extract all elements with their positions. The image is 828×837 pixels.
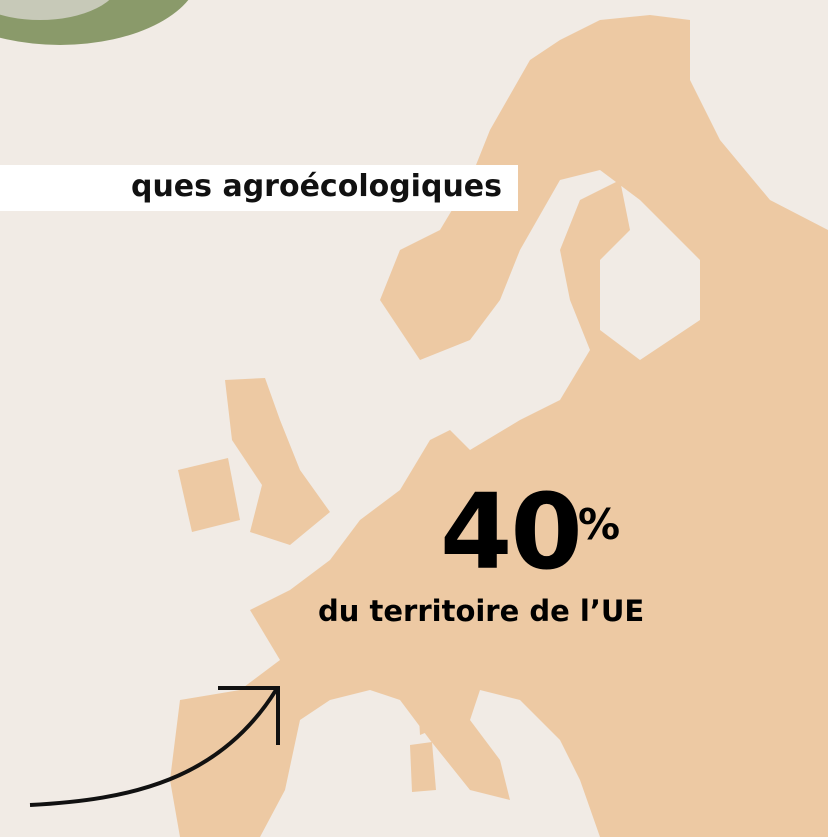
stat-caption: du territoire de l’UE xyxy=(318,594,644,628)
great-britain xyxy=(225,378,330,545)
ireland xyxy=(178,458,240,532)
banner-text: ques agroécologiques xyxy=(131,169,502,204)
body: ques agroécologiques 40 % du territoire … xyxy=(0,0,828,837)
europe-map xyxy=(170,15,828,837)
stat-unit: % xyxy=(578,504,620,546)
page: Infographie {"banner": {"text": "ques ag… xyxy=(0,0,828,837)
sardinia xyxy=(410,742,436,792)
stat-number: 40 xyxy=(440,480,581,584)
banner: ques agroécologiques xyxy=(0,165,518,211)
illustration xyxy=(0,0,828,837)
corsica xyxy=(418,700,432,735)
